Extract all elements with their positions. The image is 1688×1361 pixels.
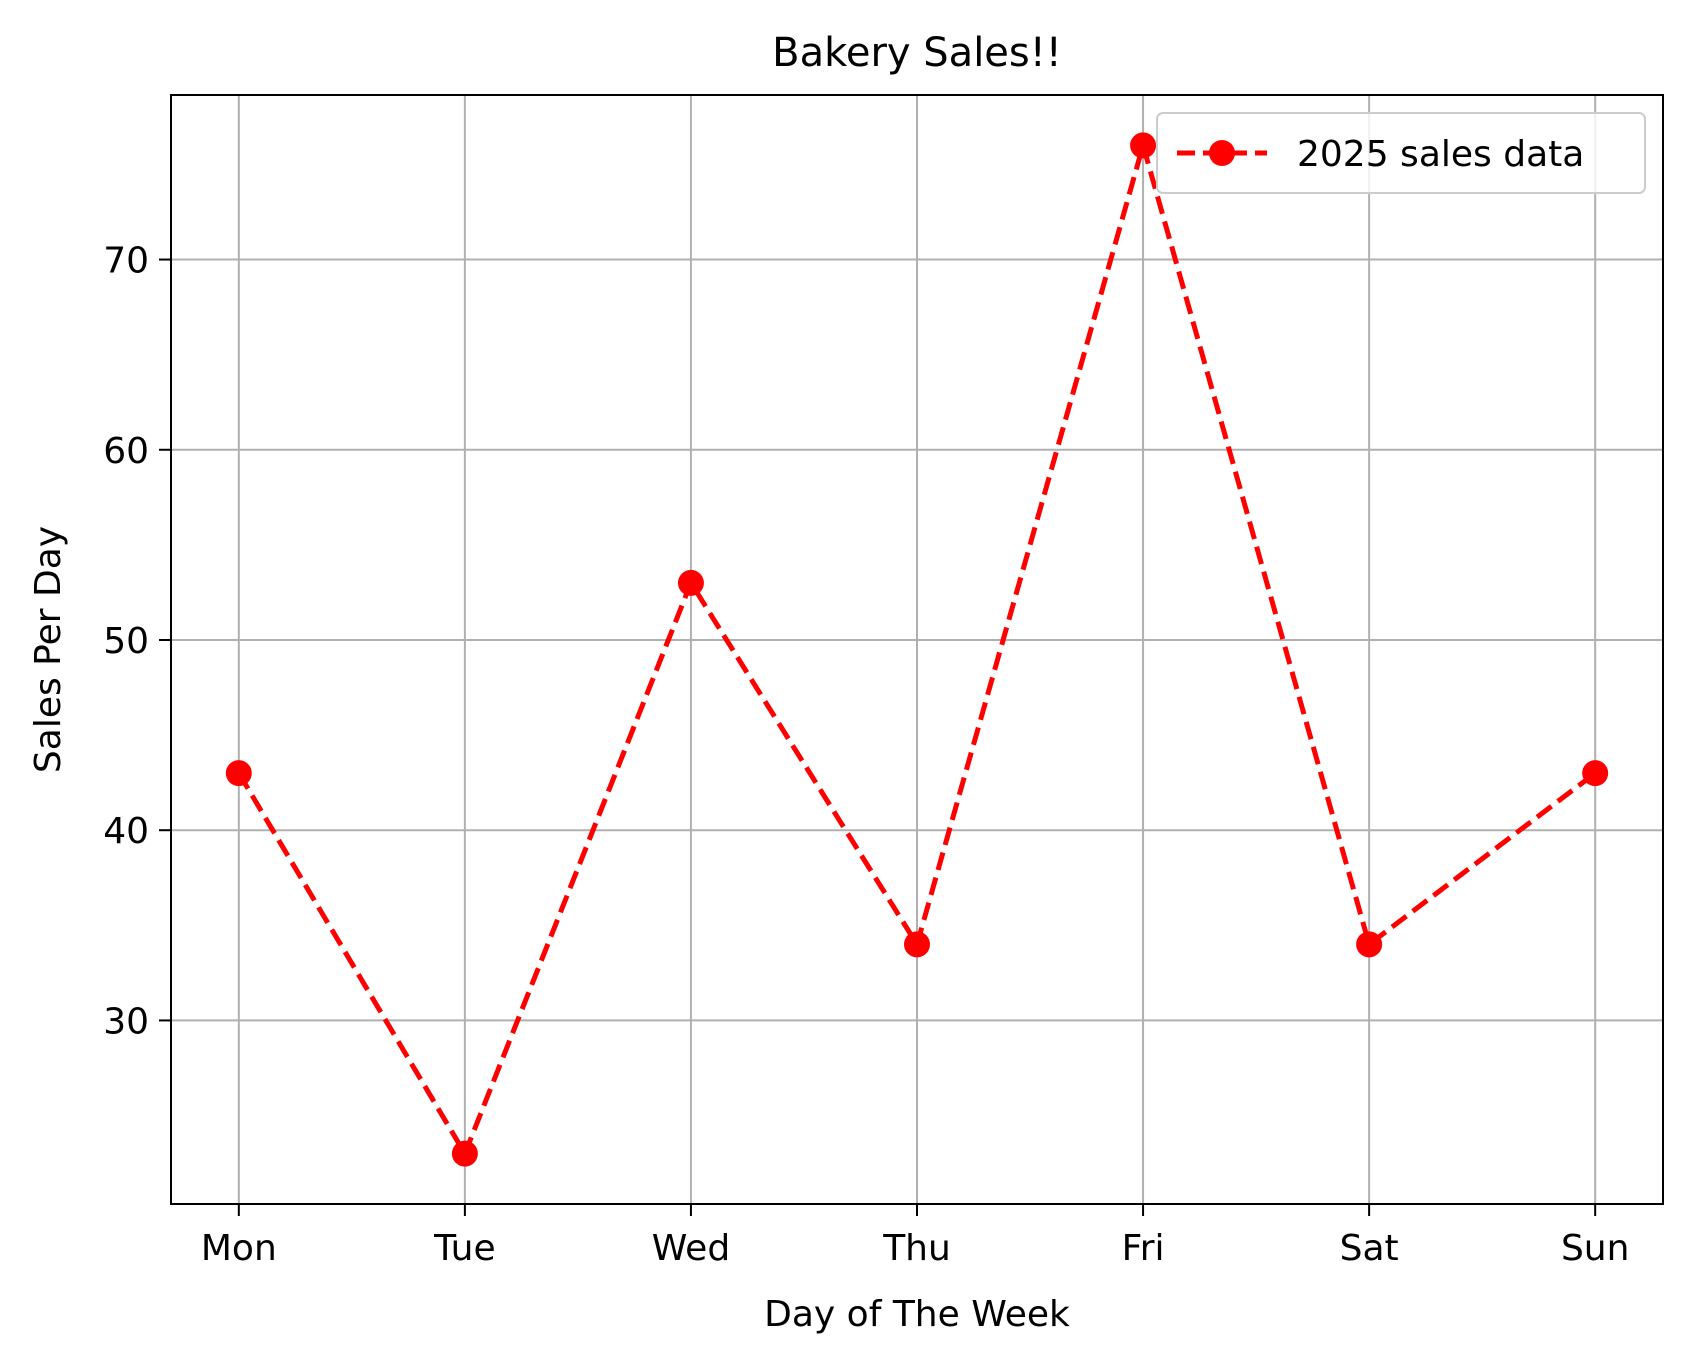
legend: 2025 sales data <box>1156 112 1646 194</box>
legend-label: 2025 sales data <box>1297 134 1584 175</box>
y-tick-label: 30 <box>103 1001 149 1042</box>
legend-marker <box>1209 140 1235 166</box>
series-layer <box>225 132 1609 1167</box>
data-point <box>1582 760 1609 787</box>
y-tick-label: 50 <box>103 621 149 662</box>
axis-ticks: Mon Tue Wed Thu Fri Sat Sun 30 40 50 60 70 <box>103 241 1629 1269</box>
data-point <box>677 569 704 596</box>
data-point <box>904 931 930 958</box>
x-tick-label: Thu <box>882 1228 951 1269</box>
x-tick-label: Sat <box>1340 1228 1399 1269</box>
data-point <box>1130 132 1157 159</box>
x-tick-label: Mon <box>201 1228 277 1269</box>
x-tick-label: Fri <box>1122 1228 1165 1269</box>
chart-title: Bakery Sales!! <box>772 30 1062 76</box>
x-axis-title: Day of The Week <box>764 1294 1070 1335</box>
grid-lines <box>171 95 1663 1204</box>
x-tick-label: Wed <box>652 1228 731 1269</box>
x-tick-label: Tue <box>433 1228 496 1269</box>
data-point <box>225 760 252 787</box>
data-point <box>451 1140 478 1167</box>
x-tick-label: Sun <box>1561 1228 1629 1269</box>
data-point <box>1356 931 1383 958</box>
y-axis-title: Sales Per Day <box>28 526 69 773</box>
y-tick-label: 40 <box>103 811 149 852</box>
y-tick-label: 60 <box>103 431 149 472</box>
legend-box <box>1156 112 1646 194</box>
y-tick-label: 70 <box>103 241 149 282</box>
